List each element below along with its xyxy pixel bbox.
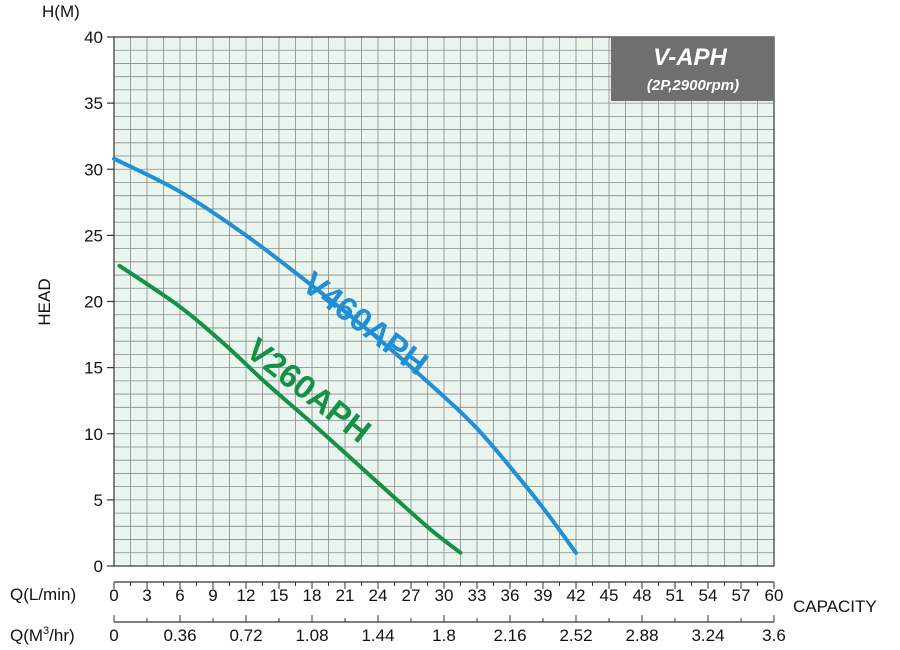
x-axis-secondary-ticks: 0 0.36 0.72 1.08 1.44 1.8 2.16 2.52 2.88 3.24 3.6: [109, 615, 786, 645]
x-tick-label: 15: [270, 586, 289, 605]
x-tick-label: 30: [435, 586, 454, 605]
x-tick-label: 57: [732, 586, 751, 605]
x-tick-label: 60: [765, 586, 784, 605]
x2-tick-label: 0: [109, 626, 118, 645]
chart-subtitle: (2P,2900rpm): [647, 77, 739, 94]
x-tick-label: 51: [666, 586, 685, 605]
x2-tick-label: 3.24: [691, 626, 724, 645]
y-axis-title: HEAD: [35, 278, 54, 325]
x-tick-label: 12: [237, 586, 256, 605]
y-tick-label: 10: [84, 425, 103, 444]
x-tick-label: 54: [699, 586, 718, 605]
x-tick-label: 6: [175, 586, 184, 605]
x2-tick-label: 2.52: [559, 626, 592, 645]
grid-lines: [114, 37, 774, 566]
x-tick-label: 3: [142, 586, 151, 605]
y-tick-label: 40: [84, 28, 103, 47]
x2-tick-label: 2.16: [493, 626, 526, 645]
x-tick-label: 21: [336, 586, 355, 605]
x-tick-label: 39: [534, 586, 553, 605]
y-axis-ticks: 0 5 10 15 20 25 30 35 40: [84, 28, 114, 576]
x2-tick-label: 0.72: [229, 626, 262, 645]
y-tick-label: 30: [84, 160, 103, 179]
x-tick-label: 9: [208, 586, 217, 605]
x2-tick-label: 2.88: [625, 626, 658, 645]
x2-tick-label: 3.6: [762, 626, 786, 645]
x2-tick-label: 1.44: [361, 626, 394, 645]
performance-curves: [112, 156, 578, 555]
x-tick-label: 24: [369, 586, 388, 605]
y-tick-label: 5: [94, 491, 103, 510]
x2-tick-label: 0.36: [163, 626, 196, 645]
y-tick-label: 20: [84, 293, 103, 312]
x2-tick-label: 1.8: [432, 626, 456, 645]
x-tick-label: 48: [633, 586, 652, 605]
x-tick-label: 27: [402, 586, 421, 605]
x-axis-primary-ticks: 0 3 6 9 12 15 18 21 24 27 30 33 36 39 42 45 48 51 54 57 60: [109, 581, 784, 605]
x-tick-label: 33: [468, 586, 487, 605]
y-unit-label: H(M): [42, 2, 80, 21]
x-tick-label: 42: [567, 586, 586, 605]
x-primary-axis-label: Q(L/min): [10, 585, 76, 604]
x2-tick-label: 1.08: [295, 626, 328, 645]
chart-title: V-APH: [653, 44, 727, 71]
x-axis-title: CAPACITY: [793, 597, 877, 616]
curve-v260aph: [117, 263, 463, 555]
x-tick-label: 0: [109, 586, 118, 605]
curve-v460aph: [112, 156, 578, 555]
y-tick-label: 35: [84, 94, 103, 113]
x-tick-label: 45: [600, 586, 619, 605]
title-badge: V-APH (2P,2900rpm): [611, 37, 774, 101]
title-badge-box: [611, 37, 774, 101]
x-secondary-axis-label: Q(M3/hr): [10, 625, 75, 645]
y-tick-label: 0: [94, 557, 103, 576]
x-tick-label: 36: [501, 586, 520, 605]
x-tick-label: 18: [303, 586, 322, 605]
y-tick-label: 25: [84, 226, 103, 245]
y-tick-label: 15: [84, 359, 103, 378]
